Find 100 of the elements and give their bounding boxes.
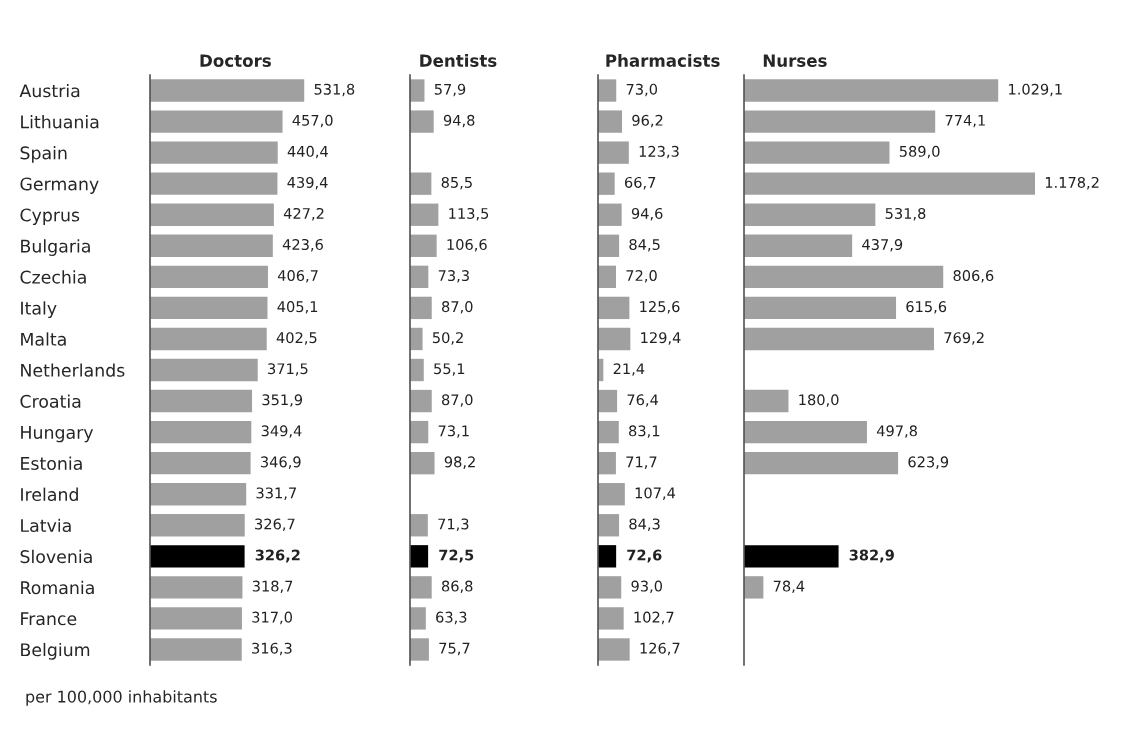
data-label: 71,7 <box>626 456 657 469</box>
chart-title: Dentists <box>420 54 497 67</box>
bar <box>744 420 867 444</box>
bar <box>410 79 425 102</box>
bar <box>598 638 630 661</box>
y-tick-label: Latvia <box>21 518 71 533</box>
data-label: 180,0 <box>799 394 839 407</box>
data-label: 423,6 <box>282 238 323 252</box>
bar <box>598 451 616 475</box>
bar <box>598 203 622 226</box>
data-label: 85,5 <box>441 176 472 190</box>
bar <box>410 234 437 257</box>
bar <box>150 296 268 320</box>
bar <box>744 296 897 320</box>
data-label: 50,2 <box>432 332 463 345</box>
data-label: 72,6 <box>627 549 662 563</box>
data-label: 93,0 <box>631 580 663 594</box>
chart-title: Doctors <box>200 54 271 67</box>
bar <box>744 79 999 102</box>
bar <box>744 327 934 351</box>
bar <box>150 234 273 257</box>
y-tick-label: Ireland <box>21 487 78 502</box>
bar <box>744 203 876 226</box>
bar <box>410 172 432 195</box>
bar <box>410 545 429 568</box>
bar <box>150 358 258 382</box>
bar <box>410 514 428 537</box>
data-label: 86,8 <box>441 580 473 594</box>
data-label: 76,4 <box>627 394 659 407</box>
bar <box>150 545 245 568</box>
data-label: 402,5 <box>276 332 317 345</box>
data-label: 318,7 <box>252 580 293 594</box>
bar <box>150 638 242 661</box>
data-label: 98,2 <box>444 456 475 469</box>
data-label: 107,4 <box>635 487 676 500</box>
data-label: 806,6 <box>953 270 994 283</box>
bar <box>150 451 251 475</box>
data-label: 439,4 <box>287 176 328 190</box>
bar <box>150 79 305 102</box>
data-label: 331,7 <box>256 487 296 500</box>
data-label: 83,1 <box>629 425 660 438</box>
bar <box>410 296 432 320</box>
y-tick-label: Italy <box>21 301 57 319</box>
bar <box>410 451 435 475</box>
data-label: 326,2 <box>255 549 300 563</box>
bar <box>410 638 429 661</box>
data-label: 440,4 <box>287 145 328 159</box>
bar <box>410 420 429 444</box>
y-tick-label: Cyprus <box>20 208 80 225</box>
data-label: 84,3 <box>629 518 660 531</box>
data-label: 126,7 <box>640 642 680 656</box>
data-label: 125,6 <box>640 301 680 314</box>
data-label: 55,1 <box>434 363 465 376</box>
data-label: 427,2 <box>283 207 324 221</box>
bar <box>150 141 278 164</box>
bar <box>744 451 899 475</box>
y-tick-label: Malta <box>21 332 66 346</box>
bar <box>410 607 426 630</box>
data-label: 87,0 <box>442 394 473 407</box>
data-label: 21,4 <box>613 363 645 376</box>
y-tick-label: Romania <box>21 580 94 595</box>
bar <box>744 234 853 257</box>
data-label: 316,3 <box>252 642 292 656</box>
data-label: 72,0 <box>626 270 657 283</box>
bar <box>744 141 890 164</box>
bar <box>410 358 424 382</box>
bar <box>150 203 274 226</box>
bar <box>150 607 242 630</box>
chart-title: Pharmacists <box>606 54 720 67</box>
data-label: 326,7 <box>255 518 295 531</box>
data-label: 129,4 <box>641 332 681 345</box>
data-label: 371,5 <box>268 363 308 376</box>
bar <box>410 203 439 226</box>
data-label: 382,9 <box>849 549 894 563</box>
data-label: 317,0 <box>252 611 292 625</box>
bar <box>150 172 278 195</box>
data-label: 66,7 <box>624 176 656 190</box>
bar <box>410 327 423 351</box>
data-label: 94,8 <box>443 114 475 128</box>
bar <box>598 141 629 164</box>
y-tick-label: Hungary <box>21 426 94 443</box>
bar <box>598 483 625 506</box>
bar <box>744 172 1036 195</box>
data-label: 87,0 <box>442 301 473 314</box>
data-label: 346,9 <box>260 456 301 469</box>
y-tick-label: Estonia <box>21 456 82 470</box>
data-label: 106,6 <box>447 238 487 252</box>
data-label: 349,4 <box>261 425 302 438</box>
bar <box>598 420 619 444</box>
bar <box>598 172 615 195</box>
bar <box>410 110 434 133</box>
bar <box>744 389 789 413</box>
data-label: 123,3 <box>639 145 679 159</box>
bar <box>410 389 432 413</box>
data-label: 72,5 <box>439 549 474 563</box>
data-label: 497,8 <box>876 425 917 438</box>
bar <box>598 234 620 257</box>
bar <box>598 389 618 413</box>
y-tick-label: France <box>21 612 77 626</box>
data-label: 1.029,1 <box>1009 83 1062 97</box>
